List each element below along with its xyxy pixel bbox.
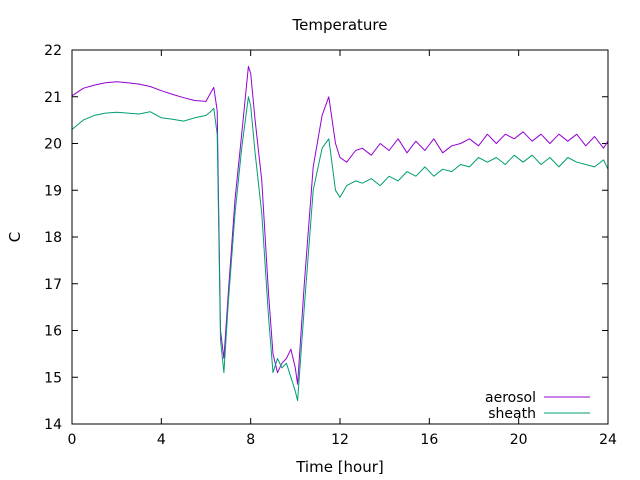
axis-ticks: 0 4 8 12 16 20 24 14 15 16 17 18 19 20 21 22: [44, 43, 617, 448]
x-tick-label: 12: [331, 432, 349, 448]
x-axis-label: Time [hour]: [295, 458, 384, 476]
chart-title: Temperature: [291, 16, 387, 34]
legend-label-aerosol: aerosol: [485, 390, 536, 406]
series-layer: [71, 65, 609, 402]
y-tick-label: 22: [44, 43, 62, 59]
x-tick-label: 0: [68, 432, 77, 448]
y-tick-label: 20: [44, 137, 62, 153]
legend-label-sheath: sheath: [488, 406, 536, 422]
y-tick-label: 14: [44, 417, 62, 433]
y-tick-label: 19: [44, 183, 62, 199]
x-tick-label: 8: [246, 432, 255, 448]
y-tick-label: 17: [44, 277, 62, 293]
y-tick-label: 16: [44, 324, 62, 340]
y-tick-label: 15: [44, 370, 62, 386]
y-tick-label: 18: [44, 230, 62, 246]
x-tick-label: 16: [420, 432, 438, 448]
x-tick-label: 20: [510, 432, 528, 448]
x-tick-label: 4: [157, 432, 166, 448]
x-tick-label: 24: [599, 432, 617, 448]
plot-frame: [71, 49, 609, 425]
series-line-sheath: [71, 96, 609, 402]
series-line-aerosol: [71, 65, 609, 385]
y-tick-label: 21: [44, 90, 62, 106]
y-axis-label: C: [6, 232, 24, 242]
